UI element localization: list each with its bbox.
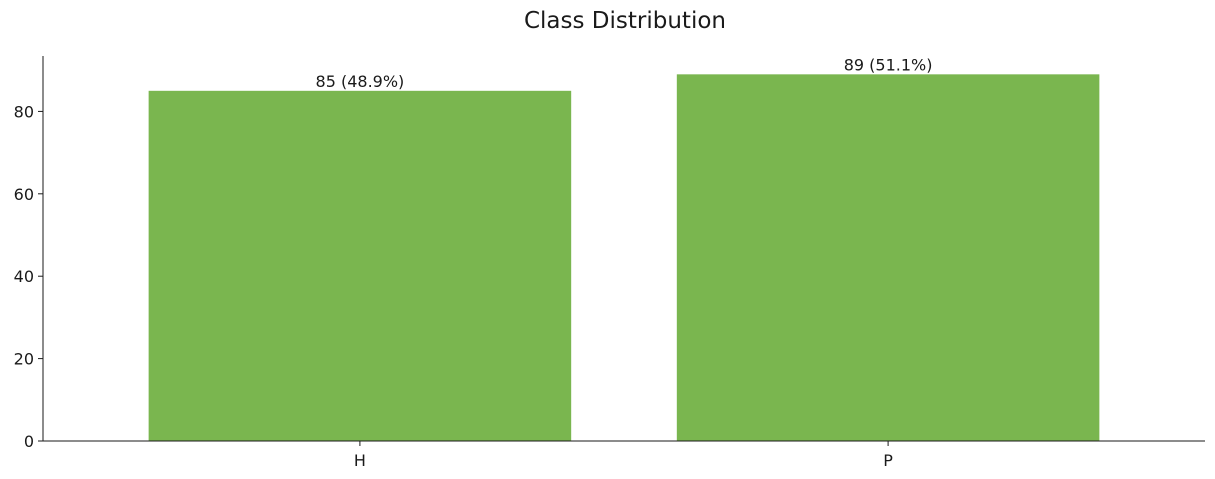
data-label-p: 89 (51.1%) [844,55,933,74]
y-tick-label-80: 80 [14,102,34,121]
axes-layer [42,56,1205,442]
y-tick-label-0: 0 [24,432,34,451]
y-ticks: 0 20 40 60 80 [14,102,43,451]
bar-p [676,74,1100,441]
y-tick-label-20: 20 [14,350,34,369]
bar-h [148,90,572,441]
y-tick-label-40: 40 [14,267,34,286]
x-tick-label-p: P [883,451,893,470]
y-tick-label-60: 60 [14,185,34,204]
data-labels-layer: 85 (48.9%) 89 (51.1%) [316,55,933,90]
x-tick-label-h: H [354,451,366,470]
bars-layer [148,74,1100,441]
data-label-h: 85 (48.9%) [316,72,405,91]
chart-title: Class Distribution [523,8,726,34]
